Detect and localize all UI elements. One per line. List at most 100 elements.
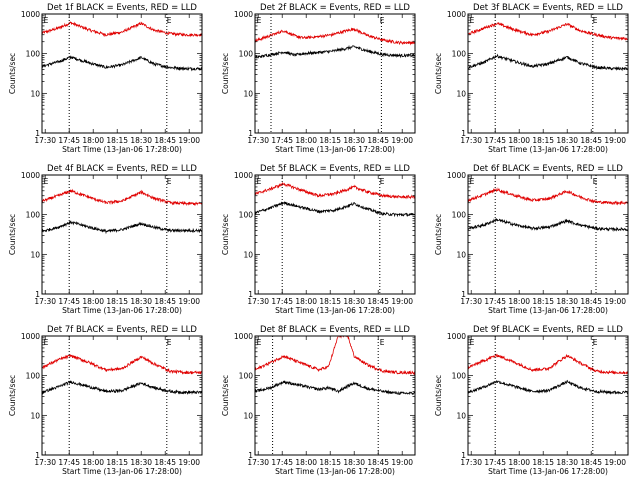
axes-frame <box>254 13 416 134</box>
x-tick-label: 19:00 <box>391 136 413 145</box>
events-series-line <box>42 55 202 72</box>
x-axis-label: Start Time (13-Jan-06 17:28:00) <box>62 306 182 315</box>
panel-title: Det 7f BLACK = Events, RED = LLD <box>47 325 197 335</box>
x-tick-label: 18:15 <box>106 136 128 145</box>
x-tick-label: 17:30 <box>34 297 56 306</box>
x-tick-label: 18:45 <box>580 458 602 467</box>
x-axis-label: Start Time (13-Jan-06 17:28:00) <box>488 467 608 476</box>
x-tick-label: 18:15 <box>106 297 128 306</box>
lld-series-line <box>42 21 202 38</box>
x-tick-label: 18:15 <box>532 297 554 306</box>
y-tick-label: 10 <box>30 411 40 420</box>
e-marker-label: E <box>44 177 49 186</box>
events-series-line <box>42 220 202 235</box>
x-tick-label: 19:00 <box>391 458 413 467</box>
y-tick-label: 10 <box>456 411 466 420</box>
axes-frame <box>41 174 203 295</box>
lld-series-line <box>42 353 202 375</box>
x-tick-label: 17:30 <box>460 297 482 306</box>
panel-6: Det 6f BLACK = Events, RED = LLD E E 1 10 100… <box>434 164 629 315</box>
events-series-line <box>255 201 415 218</box>
e-marker-label: E <box>167 177 172 186</box>
panel-title: Det 5f BLACK = Events, RED = LLD <box>260 164 410 174</box>
x-tick-label: 18:00 <box>295 297 317 306</box>
x-tick-label: 18:30 <box>130 136 152 145</box>
y-axis-label: Counts/sec <box>434 375 443 416</box>
x-tick-label: 18:15 <box>319 297 341 306</box>
panel-title: Det 1f BLACK = Events, RED = LLD <box>47 3 197 13</box>
x-tick-label: 18:30 <box>130 297 152 306</box>
lld-series-line <box>42 188 202 207</box>
lld-series-line <box>255 336 415 376</box>
y-tick-label: 10 <box>243 250 253 259</box>
x-tick-label: 17:30 <box>460 458 482 467</box>
y-tick-label: 10 <box>243 411 253 420</box>
e-marker-label: E <box>593 338 598 347</box>
axes-frame <box>467 335 629 456</box>
x-tick-label: 18:15 <box>319 136 341 145</box>
x-tick-label: 17:30 <box>247 297 269 306</box>
x-tick-label: 17:45 <box>271 297 293 306</box>
x-tick-label: 17:45 <box>484 297 506 306</box>
x-tick-label: 19:00 <box>604 458 626 467</box>
y-tick-label: 100 <box>452 50 467 59</box>
y-tick-label: 1000 <box>234 332 253 341</box>
axes-frame <box>41 13 203 134</box>
x-tick-label: 18:00 <box>295 136 317 145</box>
x-tick-label: 18:00 <box>508 458 530 467</box>
x-axis-label: Start Time (13-Jan-06 17:28:00) <box>62 467 182 476</box>
lld-series-line <box>468 21 628 41</box>
y-tick-label: 1000 <box>234 10 253 19</box>
x-tick-label: 18:30 <box>556 136 578 145</box>
x-tick-label: 19:00 <box>178 297 200 306</box>
x-tick-label: 18:15 <box>532 458 554 467</box>
x-tick-label: 18:00 <box>82 458 104 467</box>
y-tick-label: 1000 <box>447 171 466 180</box>
panel-title: Det 2f BLACK = Events, RED = LLD <box>260 3 410 13</box>
axes-frame <box>467 174 629 295</box>
y-tick-label: 10 <box>456 89 466 98</box>
panel-3: Det 3f BLACK = Events, RED = LLD E E 1 10 100… <box>434 3 629 154</box>
y-tick-label: 100 <box>26 211 41 220</box>
x-tick-label: 17:45 <box>58 136 80 145</box>
e-marker-label: E <box>167 16 172 25</box>
x-tick-label: 18:45 <box>154 297 176 306</box>
lld-series-line <box>255 27 415 46</box>
x-tick-label: 18:30 <box>343 136 365 145</box>
e-marker-label: E <box>44 338 49 347</box>
e-marker-label: E <box>470 338 475 347</box>
panel-7: Det 7f BLACK = Events, RED = LLD E E 1 10 100… <box>8 325 203 476</box>
x-tick-label: 17:30 <box>247 458 269 467</box>
x-tick-label: 17:30 <box>247 136 269 145</box>
y-tick-label: 10 <box>30 250 40 259</box>
panel-title: Det 3f BLACK = Events, RED = LLD <box>473 3 623 13</box>
x-tick-label: 18:45 <box>580 136 602 145</box>
y-tick-label: 1 <box>461 129 466 138</box>
y-axis-label: Counts/sec <box>8 53 17 94</box>
panel-title: Det 8f BLACK = Events, RED = LLD <box>260 325 410 335</box>
y-tick-label: 100 <box>239 50 254 59</box>
panel-4: Det 4f BLACK = Events, RED = LLD E E 1 10 100… <box>8 164 203 315</box>
y-tick-label: 1000 <box>447 10 466 19</box>
panel-title: Det 6f BLACK = Events, RED = LLD <box>473 164 623 174</box>
x-axis-label: Start Time (13-Jan-06 17:28:00) <box>488 306 608 315</box>
e-marker-label: E <box>380 338 385 347</box>
y-axis-label: Counts/sec <box>221 53 230 94</box>
x-tick-label: 19:00 <box>604 297 626 306</box>
x-axis-label: Start Time (13-Jan-06 17:28:00) <box>488 145 608 154</box>
y-tick-label: 1 <box>248 451 253 460</box>
panel-5: Det 5f BLACK = Events, RED = LLD E E 1 10 100… <box>221 164 416 315</box>
events-series-line <box>42 380 202 395</box>
events-series-line <box>255 44 415 60</box>
x-tick-label: 18:45 <box>367 297 389 306</box>
e-marker-label: E <box>470 177 475 186</box>
axes-frame <box>41 335 203 456</box>
panel-9: Det 9f BLACK = Events, RED = LLD E E 1 10 100… <box>434 325 629 476</box>
lld-series-line <box>468 353 628 375</box>
x-tick-label: 17:30 <box>34 458 56 467</box>
e-marker-label: E <box>380 16 385 25</box>
x-tick-label: 17:45 <box>271 458 293 467</box>
e-marker-label: E <box>257 16 262 25</box>
y-tick-label: 1 <box>461 451 466 460</box>
y-tick-label: 100 <box>452 372 467 381</box>
